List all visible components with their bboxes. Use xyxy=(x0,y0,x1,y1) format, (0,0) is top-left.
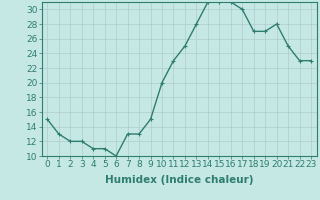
X-axis label: Humidex (Indice chaleur): Humidex (Indice chaleur) xyxy=(105,175,253,185)
